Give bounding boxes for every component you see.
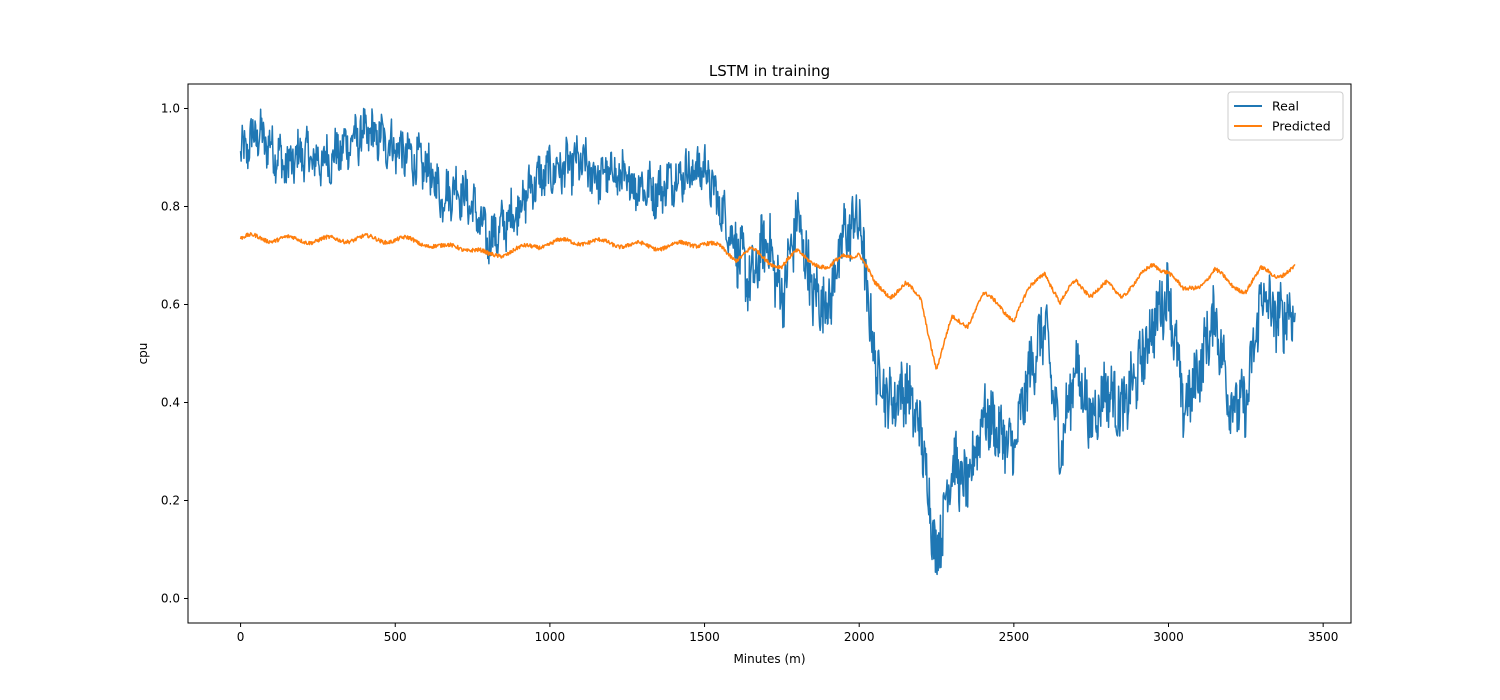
y-tick-label: 0.4 <box>161 396 180 410</box>
y-tick-label: 0.8 <box>161 200 180 214</box>
legend: Real Predicted <box>1227 91 1344 141</box>
y-axis: 0.0 0.2 0.4 0.6 0.8 1.0 <box>161 102 188 606</box>
series-line-predicted <box>239 232 1296 370</box>
y-tick-label: 1.0 <box>161 102 180 116</box>
y-tick-label: 0.2 <box>161 494 180 508</box>
x-tick-label: 3500 <box>1308 630 1339 644</box>
legend-box <box>1227 91 1344 141</box>
series-layer <box>239 107 1296 576</box>
x-axis: 0 500 1000 1500 2000 2500 3000 3500 <box>237 623 1339 644</box>
legend-label-predicted: Predicted <box>1272 119 1331 134</box>
x-tick-label: 1000 <box>535 630 566 644</box>
x-tick-label: 3000 <box>1153 630 1184 644</box>
x-tick-label: 2000 <box>844 630 875 644</box>
x-axis-label: Minutes (m) <box>733 652 805 666</box>
x-tick-label: 1500 <box>689 630 720 644</box>
y-axis-label: cpu <box>136 343 150 365</box>
x-tick-label: 0 <box>237 630 245 644</box>
legend-label-real: Real <box>1272 99 1299 114</box>
y-tick-label: 0.0 <box>161 592 180 606</box>
x-tick-label: 500 <box>384 630 407 644</box>
y-tick-label: 0.6 <box>161 298 180 312</box>
series-line-real <box>239 107 1296 576</box>
plot-area-frame <box>187 83 1352 624</box>
x-tick-label: 2500 <box>999 630 1030 644</box>
chart-title: LSTM in training <box>709 62 830 80</box>
